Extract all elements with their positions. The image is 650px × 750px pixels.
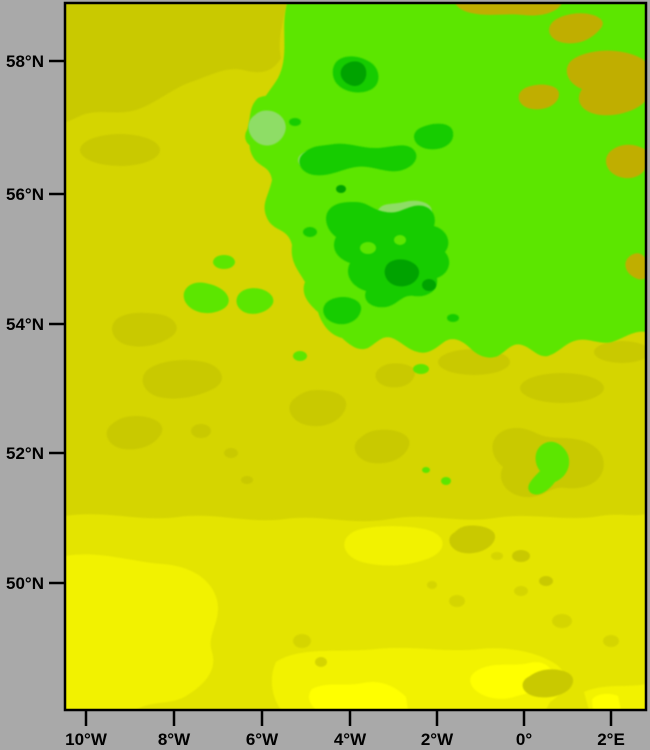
contour-green-dark-group xyxy=(336,61,436,291)
contour-spot xyxy=(289,118,301,126)
axes-group xyxy=(49,1,648,726)
contour-spot xyxy=(293,634,311,648)
contour-region xyxy=(344,526,443,566)
contour-green-holes-group xyxy=(360,235,406,254)
contour-spot xyxy=(594,341,646,363)
contour-region xyxy=(522,669,574,698)
x-tick-label: 0° xyxy=(516,730,532,749)
contour-olive-group xyxy=(65,3,646,698)
contour-region xyxy=(308,681,408,710)
contour-spot xyxy=(514,586,528,596)
x-tick-label: 2°W xyxy=(421,730,454,749)
y-tick-label: 58°N xyxy=(6,52,44,71)
x-tick-label: 2°E xyxy=(597,730,625,749)
contour-region xyxy=(606,144,646,179)
contour-spot xyxy=(603,635,619,647)
x-tick-label: 8°W xyxy=(158,730,191,749)
contour-region xyxy=(549,13,603,44)
contour-spot xyxy=(552,614,572,628)
contour-spot xyxy=(491,552,503,560)
contour-region xyxy=(455,3,562,16)
y-tick-label: 56°N xyxy=(6,185,44,204)
contour-spot xyxy=(241,476,253,484)
contour-spot xyxy=(422,467,430,473)
contour-green-medium-group xyxy=(289,56,459,325)
contour-islet xyxy=(183,282,229,314)
contour-london-blob xyxy=(528,441,570,495)
contour-region xyxy=(592,693,621,710)
contour-spot xyxy=(520,373,604,403)
contour-region xyxy=(299,143,417,176)
contour-spot xyxy=(80,134,160,166)
contour-region xyxy=(326,202,450,308)
contour-islet xyxy=(236,288,274,314)
contour-region xyxy=(248,110,286,146)
contour-spot xyxy=(413,364,429,374)
contour-spot xyxy=(449,595,465,607)
x-axis-labels: 10°W 8°W 6°W 4°W 2°W 0° 2°E xyxy=(65,730,625,749)
contour-region xyxy=(384,259,420,287)
contour-spot xyxy=(441,477,451,485)
map-plot-area xyxy=(65,3,646,710)
plot-frame xyxy=(63,1,648,712)
contour-south-spots-group xyxy=(293,552,619,667)
contour-region xyxy=(375,363,416,388)
contour-spot xyxy=(293,351,307,361)
contour-region xyxy=(65,3,287,122)
contour-region xyxy=(414,123,454,150)
contour-spot xyxy=(191,424,211,438)
contour-region xyxy=(289,390,347,427)
contour-region xyxy=(112,312,177,347)
contour-region xyxy=(106,416,163,450)
contour-spot xyxy=(336,185,346,193)
x-tick-label: 10°W xyxy=(65,730,108,749)
contour-spot xyxy=(224,448,238,458)
contour-region xyxy=(323,296,362,325)
contour-spot xyxy=(539,576,553,586)
contour-spot xyxy=(394,235,406,245)
contour-islet xyxy=(213,255,235,269)
contour-region xyxy=(449,525,496,554)
y-axis-labels: 58°N 56°N 54°N 52°N 50°N xyxy=(6,52,44,593)
y-tick-label: 54°N xyxy=(6,315,44,334)
x-tick-label: 6°W xyxy=(246,730,279,749)
contour-region xyxy=(518,84,559,110)
contour-region xyxy=(354,429,410,464)
contour-region xyxy=(625,253,646,280)
contour-spot xyxy=(447,314,459,322)
contour-region xyxy=(142,360,222,399)
y-tick-label: 52°N xyxy=(6,444,44,463)
contour-olive-brown-group xyxy=(455,3,646,280)
contour-spot xyxy=(427,581,437,589)
contour-region xyxy=(340,61,367,86)
contour-spot xyxy=(303,227,317,237)
y-tick-label: 50°N xyxy=(6,574,44,593)
x-tick-label: 4°W xyxy=(334,730,367,749)
contour-spot xyxy=(315,657,327,667)
contour-spot xyxy=(422,279,436,291)
contour-region xyxy=(566,50,646,116)
contour-region xyxy=(65,554,218,710)
contour-spot xyxy=(512,550,530,562)
contour-spot xyxy=(360,242,376,254)
